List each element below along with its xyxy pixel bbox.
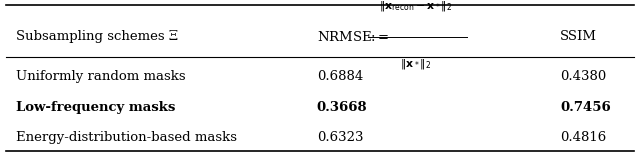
Text: 0.4816: 0.4816: [560, 131, 606, 144]
Text: 0.7456: 0.7456: [560, 101, 611, 114]
Text: Energy-distribution-based masks: Energy-distribution-based masks: [16, 131, 237, 144]
Text: Low-frequency masks: Low-frequency masks: [16, 101, 175, 114]
Text: 0.4380: 0.4380: [560, 70, 606, 83]
Text: 0.6884: 0.6884: [317, 70, 363, 83]
Text: SSIM: SSIM: [560, 30, 597, 43]
Text: Subsampling schemes Ξ: Subsampling schemes Ξ: [16, 30, 178, 43]
Text: $\|\mathbf{x}_*\|_2$: $\|\mathbf{x}_*\|_2$: [401, 57, 431, 71]
Text: $\|\mathbf{x}_{\mathrm{recon}} - \mathbf{x}_*\|_2$: $\|\mathbf{x}_{\mathrm{recon}} - \mathbf…: [380, 0, 452, 13]
Text: 0.6323: 0.6323: [317, 131, 364, 144]
Text: 0.3668: 0.3668: [317, 101, 367, 114]
Text: Uniformly random masks: Uniformly random masks: [16, 70, 186, 83]
Text: NRMSE:$=$: NRMSE:$=$: [317, 30, 389, 44]
